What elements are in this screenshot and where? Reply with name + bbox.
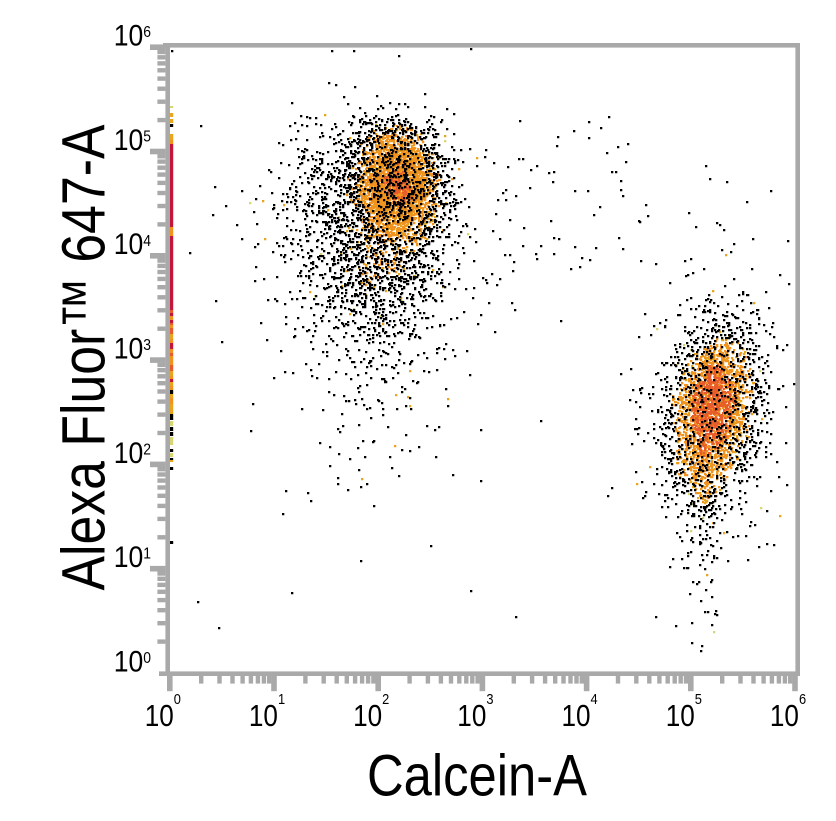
svg-text:Calcein-A: Calcein-A [367, 744, 587, 809]
svg-text:Alexa Fluor™ 647-A: Alexa Fluor™ 647-A [49, 124, 117, 590]
